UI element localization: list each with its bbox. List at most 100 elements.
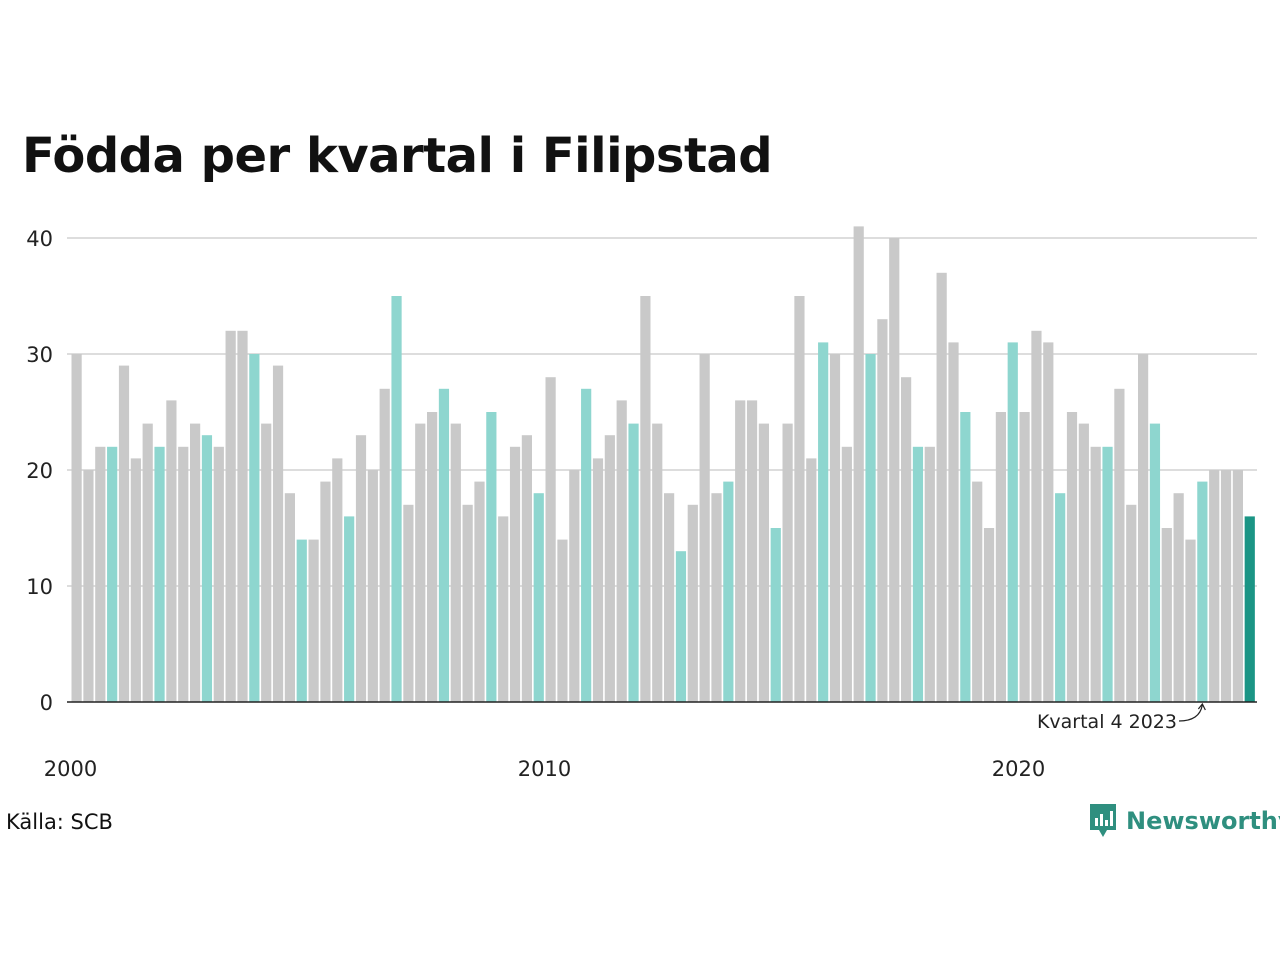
bar-2015-q3	[806, 458, 817, 702]
bar-2023-q2	[1173, 493, 1184, 702]
bar-2004-q4	[296, 539, 307, 702]
bar-2005-q3	[332, 458, 343, 702]
bar-2010-q3	[569, 470, 580, 702]
bar-2014-q3	[758, 423, 769, 702]
bar-2024-q3	[1232, 470, 1243, 702]
bar-2013-q4	[723, 481, 734, 702]
bar-2007-q3	[427, 412, 438, 702]
bar-2018-q2	[936, 272, 947, 702]
bar-2018-q3	[948, 342, 959, 702]
bar-2016-q2	[841, 446, 852, 702]
annotation-arrow	[1178, 702, 1206, 722]
bar-2004-q3	[284, 493, 295, 702]
bar-2014-q4	[770, 528, 781, 702]
y-axis-labels: 0 10 20 30 40	[26, 227, 53, 715]
bar-2019-q4	[1007, 342, 1018, 702]
bar-2023-q4	[1197, 481, 1208, 702]
bars	[71, 226, 1255, 702]
bar-2003-q2	[225, 330, 236, 702]
bar-2013-q1	[687, 504, 698, 702]
bar-2013-q3	[711, 493, 722, 702]
annotation-label: Kvartal 4 2023	[1037, 711, 1177, 733]
bar-2015-q4	[818, 342, 829, 702]
bar-2022-q3	[1138, 354, 1149, 702]
bar-2000-q3	[95, 446, 106, 702]
y-tick-label: 30	[26, 343, 53, 367]
bar-2018-q4	[960, 412, 971, 702]
bar-2007-q4	[438, 388, 450, 702]
bar-2019-q3	[995, 412, 1006, 702]
bar-2008-q2	[462, 504, 473, 702]
bar-2016-q4	[865, 354, 876, 702]
bar-2017-q1	[877, 319, 888, 702]
brand-logo: Newsworthy	[1088, 802, 1280, 840]
bar-2005-q2	[320, 481, 331, 702]
brand-name: Newsworthy	[1126, 807, 1280, 835]
bar-2003-q3	[237, 330, 248, 702]
bar-2002-q1	[166, 400, 177, 702]
bar-2016-q3	[853, 226, 864, 702]
bar-2015-q2	[794, 296, 805, 702]
bar-2009-q3	[521, 435, 532, 702]
bar-2008-q3	[474, 481, 485, 702]
bar-2001-q1	[118, 365, 130, 702]
chart-title: Födda per kvartal i Filipstad	[22, 128, 773, 184]
x-tick-label: 2010	[518, 757, 571, 781]
bar-2002-q4	[201, 435, 213, 702]
bar-2010-q4	[581, 388, 592, 702]
bar-2001-q2	[130, 458, 141, 702]
x-tick-label: 2000	[44, 757, 97, 781]
bar-2011-q2	[604, 435, 615, 702]
bar-2009-q2	[509, 446, 521, 702]
bar-2006-q3	[379, 388, 390, 702]
bar-2024-q4	[1244, 516, 1255, 702]
bar-2005-q4	[344, 516, 355, 702]
bar-2022-q1	[1114, 388, 1125, 702]
bar-2019-q1	[972, 481, 983, 702]
bar-2017-q3	[901, 377, 912, 702]
bar-2022-q2	[1126, 504, 1137, 702]
bar-chart: 0 10 20 30 40 2000 2010 2020 Kvartal 4 2023	[26, 226, 1257, 781]
bar-2012-q2	[652, 423, 663, 702]
bar-2020-q4	[1055, 493, 1066, 702]
y-tick-label: 20	[26, 459, 53, 483]
bar-2000-q1	[71, 354, 82, 702]
bar-2004-q1	[261, 423, 272, 702]
bar-2011-q4	[628, 423, 639, 702]
x-axis-labels: 2000 2010 2020	[44, 757, 1045, 781]
bar-2020-q2	[1031, 330, 1042, 702]
bar-2023-q1	[1161, 528, 1172, 702]
bar-2011-q1	[592, 458, 604, 702]
bar-2019-q2	[983, 528, 995, 702]
bar-2000-q4	[107, 446, 118, 702]
bar-2001-q3	[142, 423, 153, 702]
bar-2009-q4	[533, 493, 544, 702]
bar-2021-q4	[1102, 446, 1113, 702]
bar-2012-q1	[640, 296, 651, 702]
bar-2023-q3	[1185, 539, 1196, 702]
bar-2010-q1	[545, 377, 556, 702]
bar-2010-q2	[557, 539, 568, 702]
bar-2003-q4	[249, 354, 260, 702]
bar-2022-q4	[1149, 423, 1161, 702]
y-tick-label: 0	[40, 691, 53, 715]
bar-2020-q3	[1043, 342, 1054, 702]
bar-2006-q2	[367, 470, 378, 702]
bar-2012-q3	[664, 493, 675, 702]
bar-2002-q2	[178, 446, 189, 702]
y-tick-label: 10	[26, 575, 53, 599]
bar-2024-q2	[1220, 470, 1232, 702]
bar-2008-q1	[450, 423, 461, 702]
bar-2024-q1	[1209, 470, 1220, 702]
bar-2021-q3	[1090, 446, 1101, 702]
bar-2008-q4	[486, 412, 497, 702]
bar-2003-q1	[213, 446, 224, 702]
bar-2006-q1	[355, 435, 367, 702]
x-tick-label: 2020	[992, 757, 1045, 781]
bar-2014-q2	[746, 400, 758, 702]
bar-2016-q1	[829, 354, 841, 702]
bar-2004-q2	[272, 365, 284, 702]
bar-2017-q4	[912, 446, 924, 702]
bar-2001-q4	[154, 446, 165, 702]
bar-2017-q2	[889, 238, 900, 702]
